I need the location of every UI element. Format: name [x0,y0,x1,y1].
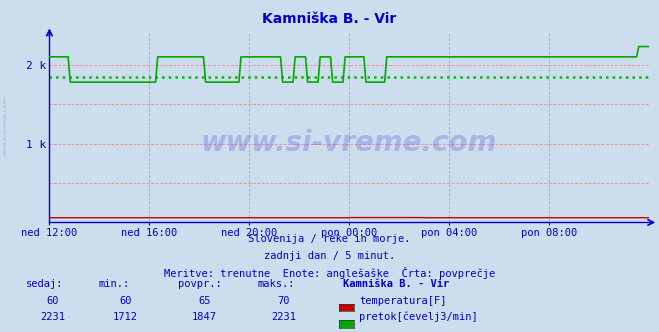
Text: pretok[čevelj3/min]: pretok[čevelj3/min] [359,312,478,322]
Text: 2231: 2231 [40,312,65,322]
Text: povpr.:: povpr.: [178,279,221,289]
Text: temperatura[F]: temperatura[F] [359,296,447,306]
Text: 1712: 1712 [113,312,138,322]
Text: 1847: 1847 [192,312,217,322]
Text: 2231: 2231 [271,312,296,322]
Text: sedaj:: sedaj: [26,279,64,289]
Text: maks.:: maks.: [257,279,295,289]
Text: 65: 65 [198,296,210,306]
Text: Kamniška B. - Vir: Kamniška B. - Vir [262,12,397,26]
Text: zadnji dan / 5 minut.: zadnji dan / 5 minut. [264,251,395,261]
Text: 60: 60 [119,296,131,306]
Text: Kamniška B. - Vir: Kamniška B. - Vir [343,279,449,289]
Text: 60: 60 [47,296,59,306]
Text: www.si-vreme.com: www.si-vreme.com [3,96,8,156]
Text: 70: 70 [277,296,289,306]
Text: min.:: min.: [99,279,130,289]
Text: Slovenija / reke in morje.: Slovenija / reke in morje. [248,234,411,244]
Text: www.si-vreme.com: www.si-vreme.com [201,129,498,157]
Text: Meritve: trenutne  Enote: anglešaške  Črta: povprečje: Meritve: trenutne Enote: anglešaške Črta… [164,267,495,279]
